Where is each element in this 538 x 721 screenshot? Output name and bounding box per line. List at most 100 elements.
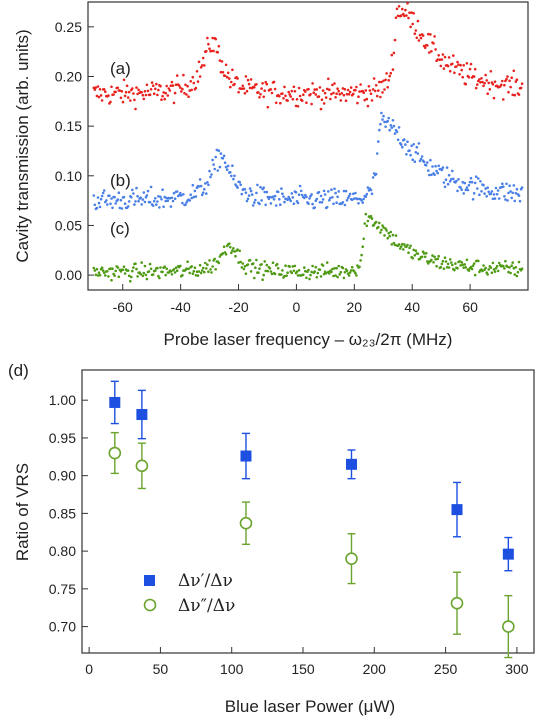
top-data-point	[377, 225, 380, 229]
top-data-point	[193, 189, 197, 193]
top-data-point	[247, 82, 251, 86]
top-data-point	[291, 97, 295, 101]
top-data-point	[253, 86, 256, 89]
top-data-point	[188, 199, 191, 202]
top-data-point	[261, 278, 264, 282]
bottom-x-tick-label: 150	[291, 661, 315, 677]
top-data-point	[292, 202, 296, 205]
bottom-y-tick-label: 0.85	[49, 505, 76, 521]
top-data-point	[359, 83, 362, 86]
top-data-point	[211, 36, 214, 40]
top-data-point	[205, 49, 208, 53]
top-data-point	[454, 262, 457, 265]
top-data-point	[313, 88, 317, 91]
top-data-point	[448, 180, 452, 183]
top-data-point	[515, 187, 519, 191]
top-data-point	[345, 92, 349, 96]
top-data-point	[335, 266, 338, 270]
top-data-point	[446, 64, 450, 68]
top-data-point	[191, 75, 195, 79]
top-data-point	[430, 50, 433, 53]
top-data-point	[448, 258, 452, 261]
top-data-point	[236, 248, 239, 251]
bottom-x-tick-label: 100	[220, 661, 244, 677]
top-data-point	[185, 93, 188, 96]
top-data-point	[109, 100, 112, 104]
top-data-point	[205, 267, 208, 270]
top-data-point	[203, 187, 206, 191]
top-data-point	[426, 161, 429, 164]
top-data-point	[441, 259, 445, 263]
top-data-point	[510, 264, 513, 268]
top-data-point	[382, 79, 385, 83]
top-data-point	[185, 201, 188, 204]
top-data-point	[303, 266, 306, 269]
top-data-point	[440, 168, 444, 172]
top-data-point	[366, 186, 370, 189]
top-data-point	[310, 193, 313, 196]
top-data-point	[189, 193, 192, 196]
top-data-point	[177, 84, 181, 87]
top-data-point	[173, 271, 177, 274]
top-data-point	[338, 93, 342, 96]
top-data-point	[244, 191, 248, 194]
bottom-y-tick-label: 0.70	[49, 619, 76, 635]
top-data-point	[392, 241, 396, 245]
top-data-point	[100, 266, 104, 270]
top-data-point	[413, 160, 417, 163]
top-data-point	[289, 199, 293, 203]
top-data-point	[491, 197, 495, 201]
top-data-point	[456, 189, 459, 193]
top-data-point	[194, 86, 198, 90]
top-data-point	[251, 262, 255, 265]
top-data-point	[354, 88, 357, 92]
top-data-point	[283, 200, 286, 204]
top-data-point	[231, 249, 234, 252]
top-data-point	[291, 196, 295, 199]
top-data-point	[446, 182, 450, 186]
top-data-point	[476, 83, 479, 86]
curve-label-b: (b)	[110, 171, 131, 190]
top-data-point	[139, 196, 142, 199]
top-data-point	[309, 273, 312, 277]
top-data-point	[221, 71, 225, 74]
top-data-point	[94, 86, 98, 89]
top-data-point	[220, 60, 224, 63]
top-data-point	[459, 264, 462, 267]
top-data-point	[520, 267, 524, 271]
top-data-point	[110, 85, 113, 89]
top-data-point	[473, 181, 477, 185]
top-data-point	[263, 89, 267, 92]
top-data-point	[133, 203, 136, 206]
top-data-point	[484, 73, 487, 77]
top-data-point	[134, 200, 137, 203]
top-data-point	[224, 165, 228, 169]
top-data-point	[430, 258, 433, 262]
top-data-point	[292, 269, 296, 273]
top-data-point	[289, 95, 293, 98]
top-data-point	[169, 84, 173, 87]
top-data-point	[375, 152, 379, 155]
top-data-point	[298, 184, 302, 188]
data-point-square	[502, 548, 514, 560]
top-data-point	[433, 35, 436, 38]
top-data-point	[100, 194, 104, 198]
top-data-point	[233, 250, 236, 253]
top-data-point	[502, 185, 505, 188]
top-data-point	[327, 190, 330, 193]
top-data-point	[147, 270, 151, 273]
top-data-point	[243, 92, 247, 95]
top-data-point	[477, 259, 480, 263]
top-data-point	[123, 272, 127, 275]
top-data-point	[171, 84, 175, 87]
top-data-point	[104, 274, 107, 277]
bottom-y-tick-label: 0.75	[49, 581, 76, 597]
top-data-point	[467, 76, 471, 79]
bottom-data-points	[108, 380, 515, 659]
top-data-point	[313, 206, 317, 209]
top-data-point	[237, 90, 240, 94]
top-data-point	[145, 194, 149, 197]
top-data-point	[320, 201, 324, 204]
top-data-point	[412, 12, 416, 15]
top-data-point	[413, 32, 417, 35]
